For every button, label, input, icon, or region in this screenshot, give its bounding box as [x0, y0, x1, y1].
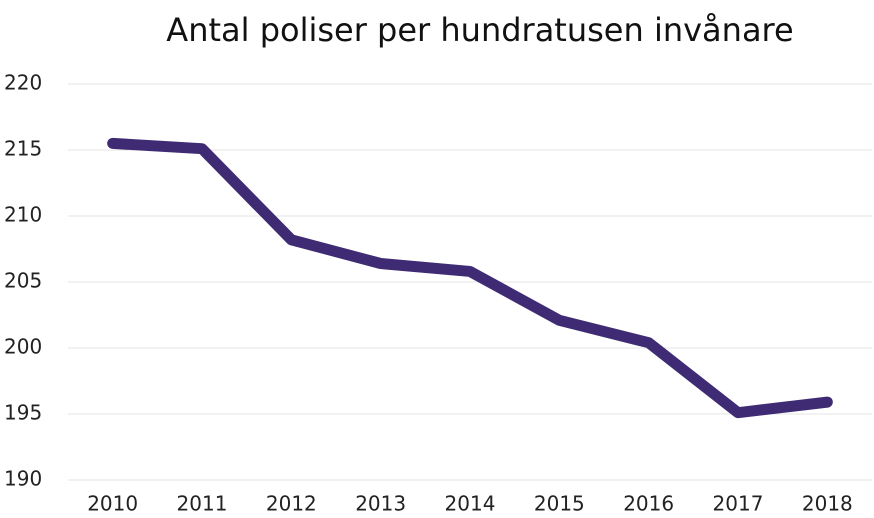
y-tick-label: 210: [4, 203, 42, 227]
y-tick-label: 195: [4, 401, 42, 425]
x-tick-label: 2011: [177, 492, 228, 516]
x-tick-label: 2010: [87, 492, 138, 516]
y-tick-label: 190: [4, 467, 42, 491]
y-tick-label: 200: [4, 335, 42, 359]
x-tick-label: 2014: [445, 492, 496, 516]
x-tick-label: 2016: [623, 492, 674, 516]
y-tick-label: 215: [4, 137, 42, 161]
chart-title: Antal poliser per hundratusen invånare: [166, 11, 793, 49]
x-tick-label: 2013: [355, 492, 406, 516]
x-tick-label: 2018: [802, 492, 853, 516]
y-tick-label: 205: [4, 269, 42, 293]
x-tick-label: 2015: [534, 492, 585, 516]
x-tick-label: 2017: [713, 492, 764, 516]
y-tick-label: 220: [4, 71, 42, 95]
x-tick-label: 2012: [266, 492, 317, 516]
data-line: [107, 137, 833, 419]
